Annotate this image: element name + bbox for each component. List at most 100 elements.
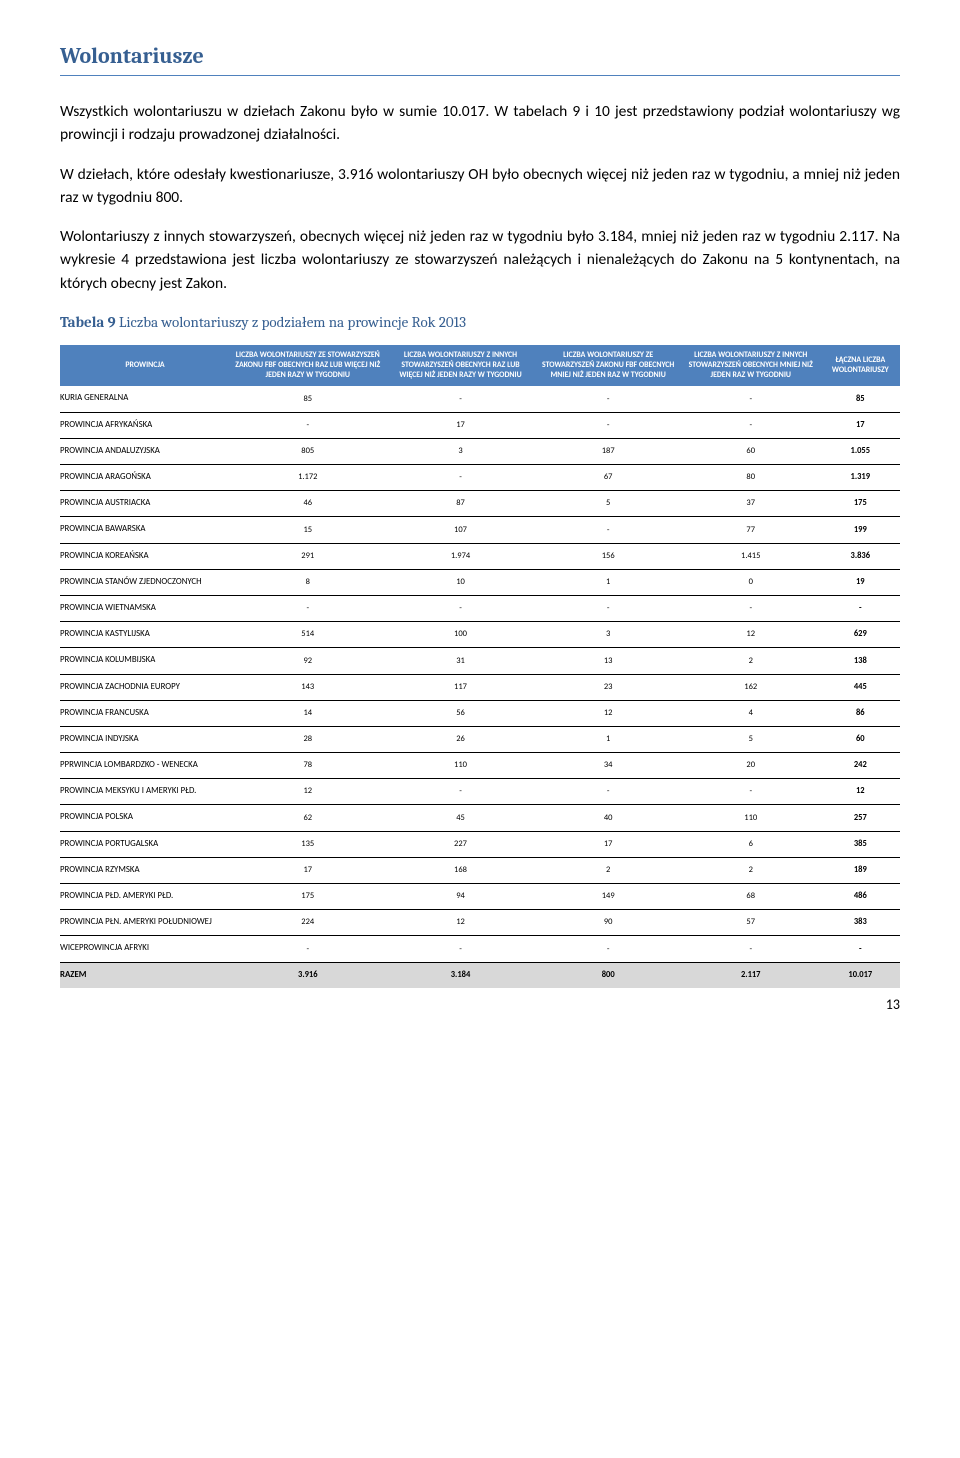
body-paragraph: W dziełach, które odesłały kwestionarius…: [60, 163, 900, 210]
table-cell: 110: [681, 805, 821, 831]
table-row: PROWINCJA BAWARSKA15107-77199: [60, 517, 900, 543]
table-cell: PROWINCJA WIETNAMSKA: [60, 595, 230, 621]
table-cell: 17: [386, 412, 536, 438]
table-cell: PROWINCJA KOREAŃSKA: [60, 543, 230, 569]
table-row: PROWINCJA KASTYLIJSKA514100312629: [60, 622, 900, 648]
table-cell: -: [230, 936, 386, 962]
table-cell: 445: [821, 674, 900, 700]
table-cell: -: [535, 595, 680, 621]
table-cell: 514: [230, 622, 386, 648]
table-cell: 257: [821, 805, 900, 831]
table-cell: 227: [386, 831, 536, 857]
table-cell: 3.184: [386, 962, 536, 988]
table-cell: 189: [821, 857, 900, 883]
col-header: LICZBA WOLONTARIUSZY Z INNYCH STOWARZYSZ…: [386, 345, 536, 386]
table-cell: 46: [230, 491, 386, 517]
table-cell: 14: [230, 700, 386, 726]
table-cell: 199: [821, 517, 900, 543]
table-cell: PROWINCJA ARAGOŃSKA: [60, 465, 230, 491]
table-cell: 17: [230, 857, 386, 883]
table-row: PROWINCJA ZACHODNIA EUROPY14311723162445: [60, 674, 900, 700]
table-cell: 117: [386, 674, 536, 700]
table-cell: 149: [535, 884, 680, 910]
table-cell: 0: [681, 569, 821, 595]
table-cell: PPRWINCJA LOMBARDZKO - WENECKA: [60, 753, 230, 779]
table-cell: 5: [535, 491, 680, 517]
table-cell: 68: [681, 884, 821, 910]
table-cell: -: [681, 779, 821, 805]
table-cell: 4: [681, 700, 821, 726]
table-cell: 168: [386, 857, 536, 883]
table-cell: 20: [681, 753, 821, 779]
table-cell: 3.916: [230, 962, 386, 988]
table-cell: -: [535, 779, 680, 805]
table-cell: 94: [386, 884, 536, 910]
table-cell: 45: [386, 805, 536, 831]
table-cell: -: [681, 936, 821, 962]
table-row: KURIA GENERALNA85---85: [60, 386, 900, 412]
table-cell: 3: [386, 438, 536, 464]
table-cell: 6: [681, 831, 821, 857]
table-cell: 110: [386, 753, 536, 779]
table-cell: -: [230, 412, 386, 438]
table-row: PPRWINCJA LOMBARDZKO - WENECKA7811034202…: [60, 753, 900, 779]
table-cell: PROWINCJA AUSTRIACKA: [60, 491, 230, 517]
table-row: PROWINCJA MEKSYKU I AMERYKI PŁD.12---12: [60, 779, 900, 805]
table-cell: 31: [386, 648, 536, 674]
table-cell: PROWINCJA PORTUGALSKA: [60, 831, 230, 857]
table-cell: -: [230, 595, 386, 621]
col-header: LICZBA WOLONTARIUSZY ZE STOWARZYSZEŃ ZAK…: [535, 345, 680, 386]
table-cell: KURIA GENERALNA: [60, 386, 230, 412]
table-cell: 1.415: [681, 543, 821, 569]
page-heading: Wolontariusze: [60, 40, 900, 76]
table-cell: 87: [386, 491, 536, 517]
table-cell: 19: [821, 569, 900, 595]
table-row: PROWINCJA ARAGOŃSKA1.172-67801.319: [60, 465, 900, 491]
table-row: PROWINCJA KOREAŃSKA2911.9741561.4153.836: [60, 543, 900, 569]
table-cell: 92: [230, 648, 386, 674]
table-caption-number: Tabela 9: [60, 313, 116, 331]
table-cell: PROWINCJA AFRYKAŃSKA: [60, 412, 230, 438]
table-cell: 62: [230, 805, 386, 831]
table-row: PROWINCJA INDYJSKA28261560: [60, 726, 900, 752]
table-cell: 1: [535, 569, 680, 595]
table-cell: -: [386, 936, 536, 962]
table-row: PROWINCJA ANDALUZYJSKA8053187601.055: [60, 438, 900, 464]
table-cell: -: [535, 936, 680, 962]
table-row: PROWINCJA AUSTRIACKA4687537175: [60, 491, 900, 517]
table-cell: 12: [821, 779, 900, 805]
table-cell: 1.974: [386, 543, 536, 569]
volunteers-table: PROWINCJA LICZBA WOLONTARIUSZY ZE STOWAR…: [60, 345, 900, 988]
table-cell: 80: [681, 465, 821, 491]
table-cell: -: [535, 386, 680, 412]
table-cell: 1.172: [230, 465, 386, 491]
table-cell: 28: [230, 726, 386, 752]
table-cell: 12: [681, 622, 821, 648]
table-cell: 175: [821, 491, 900, 517]
page-number: 13: [60, 994, 900, 1015]
table-cell: 629: [821, 622, 900, 648]
table-cell: 17: [821, 412, 900, 438]
table-cell: 242: [821, 753, 900, 779]
table-caption-text: Liczba wolontariuszy z podziałem na prow…: [116, 313, 466, 331]
table-cell: PROWINCJA INDYJSKA: [60, 726, 230, 752]
table-cell: 67: [535, 465, 680, 491]
table-cell: 135: [230, 831, 386, 857]
body-paragraph: Wolontariuszy z innych stowarzyszeń, obe…: [60, 225, 900, 295]
table-cell: RAZEM: [60, 962, 230, 988]
table-cell: -: [681, 412, 821, 438]
table-cell: 17: [535, 831, 680, 857]
table-cell: 383: [821, 910, 900, 936]
table-cell: -: [821, 936, 900, 962]
table-cell: 486: [821, 884, 900, 910]
table-caption: Tabela 9 Liczba wolontariuszy z podziałe…: [60, 311, 900, 334]
table-cell: 90: [535, 910, 680, 936]
table-cell: 5: [681, 726, 821, 752]
table-row: WICEPROWINCJA AFRYKI-----: [60, 936, 900, 962]
table-cell: 2: [535, 857, 680, 883]
table-cell: 85: [230, 386, 386, 412]
table-cell: 40: [535, 805, 680, 831]
table-cell: 60: [681, 438, 821, 464]
table-cell: 138: [821, 648, 900, 674]
table-cell: 23: [535, 674, 680, 700]
